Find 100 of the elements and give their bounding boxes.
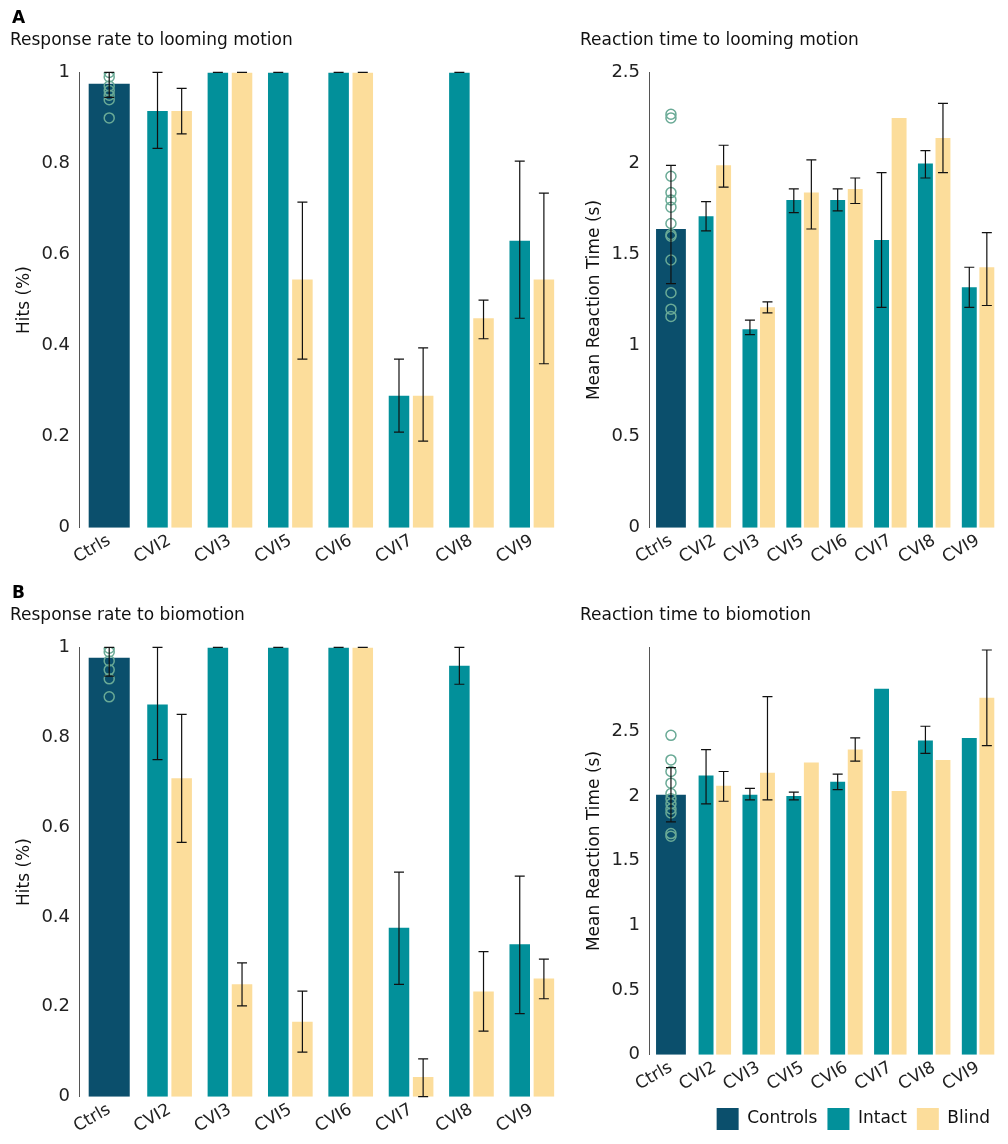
bar xyxy=(830,781,846,1055)
bar xyxy=(207,72,229,528)
x-tick-label: CVI6 xyxy=(806,1056,851,1094)
bar xyxy=(742,329,758,528)
x-tick-label: CVI6 xyxy=(806,529,851,567)
bar xyxy=(412,395,434,528)
bar xyxy=(656,794,686,1055)
bar xyxy=(803,192,819,528)
bar xyxy=(231,72,253,528)
bar xyxy=(473,991,494,1097)
x-tick-label: CVI8 xyxy=(894,529,939,567)
bar xyxy=(171,778,192,1097)
bar xyxy=(147,111,168,528)
y-tick-label: 0.6 xyxy=(41,242,71,264)
y-tick-label: 1 xyxy=(58,60,71,82)
x-tick-label: CVI9 xyxy=(938,529,983,567)
bar xyxy=(698,775,714,1055)
x-tick-label: CVI5 xyxy=(762,1056,807,1094)
bar xyxy=(171,111,192,528)
x-tick-label: CVI2 xyxy=(675,1056,720,1094)
x-tick-label: CVI2 xyxy=(675,529,720,567)
y-tick-label: 0.4 xyxy=(41,333,71,355)
bar xyxy=(979,697,995,1055)
x-tick-label: CVI5 xyxy=(250,529,295,567)
y-tick-label: 0.6 xyxy=(41,814,71,836)
y-tick-label: 1 xyxy=(628,333,641,355)
bar xyxy=(267,72,289,528)
bar xyxy=(388,927,410,1097)
bar xyxy=(88,83,130,528)
x-tick-label: CVI2 xyxy=(129,1098,174,1136)
bar xyxy=(874,239,889,528)
bar xyxy=(891,790,907,1055)
x-tick-label: CVI7 xyxy=(850,529,895,567)
x-tick-label: CVI9 xyxy=(491,1098,537,1136)
y-tick-label: 0 xyxy=(58,1084,71,1106)
bar xyxy=(656,229,686,528)
x-tick-label: CVI3 xyxy=(190,529,235,567)
bar xyxy=(786,796,802,1055)
x-tick-label: Ctrls xyxy=(69,529,114,567)
y-tick-label: 2 xyxy=(628,783,641,805)
bar xyxy=(698,216,714,528)
chart-title: Reaction time to looming motion xyxy=(580,28,859,49)
y-tick-label: 1.5 xyxy=(611,242,641,264)
x-tick-label: CVI7 xyxy=(371,529,416,567)
bar xyxy=(231,984,253,1097)
y-tick-label: 0.2 xyxy=(41,424,71,446)
bar xyxy=(88,657,130,1097)
bar xyxy=(449,665,470,1097)
bar xyxy=(716,785,732,1055)
legend-label: Blind xyxy=(947,1107,991,1128)
bar xyxy=(328,647,349,1097)
y-tick-label: 0.4 xyxy=(41,904,71,926)
bar xyxy=(961,737,977,1055)
chart-title: Response rate to looming motion xyxy=(10,28,293,49)
x-tick-label: CVI9 xyxy=(491,529,537,567)
x-tick-label: CVI9 xyxy=(938,1056,983,1094)
y-tick-label: 1 xyxy=(58,635,71,657)
y-tick-label: 0.5 xyxy=(611,977,641,999)
y-tick-label: 0.2 xyxy=(41,994,71,1016)
y-tick-label: 0.8 xyxy=(41,724,71,746)
bar xyxy=(961,287,977,528)
bar xyxy=(979,267,995,528)
y-axis-title: Mean Reaction Time (s) xyxy=(582,199,603,401)
x-tick-label: CVI2 xyxy=(129,529,174,567)
y-tick-label: 2.5 xyxy=(611,60,641,82)
x-tick-label: CVI8 xyxy=(431,529,476,567)
bar xyxy=(292,279,313,528)
bar xyxy=(352,647,374,1097)
x-tick-label: CVI3 xyxy=(718,529,763,567)
bar xyxy=(891,117,907,528)
bar xyxy=(830,199,846,528)
bar xyxy=(786,199,802,528)
bar xyxy=(533,279,555,528)
y-tick-label: 1 xyxy=(628,913,641,935)
x-tick-label: CVI3 xyxy=(190,1098,235,1136)
legend-label: Intact xyxy=(857,1107,908,1128)
bar xyxy=(388,395,410,528)
bar xyxy=(847,749,863,1055)
chart-title: Response rate to biomotion xyxy=(10,603,245,624)
x-tick-label: CVI5 xyxy=(762,529,807,567)
y-tick-label: 0.8 xyxy=(41,151,71,173)
bar xyxy=(352,72,374,528)
bar xyxy=(760,307,775,528)
bar xyxy=(874,688,889,1055)
bar xyxy=(917,740,933,1055)
bar xyxy=(917,163,933,528)
y-tick-label: 0 xyxy=(628,515,641,537)
bar xyxy=(473,318,494,528)
x-tick-label: CVI8 xyxy=(431,1098,476,1136)
y-tick-label: 0.5 xyxy=(611,424,641,446)
y-tick-label: 0 xyxy=(628,1042,641,1064)
x-tick-label: CVI8 xyxy=(894,1056,939,1094)
y-tick-label: 0 xyxy=(58,515,71,537)
text: A xyxy=(12,6,26,27)
bar xyxy=(449,72,470,528)
y-tick-label: 2 xyxy=(628,151,641,173)
x-tick-label: CVI7 xyxy=(850,1056,895,1094)
chart-title: Reaction time to biomotion xyxy=(580,603,811,624)
bar xyxy=(935,759,951,1055)
bar xyxy=(760,772,775,1055)
